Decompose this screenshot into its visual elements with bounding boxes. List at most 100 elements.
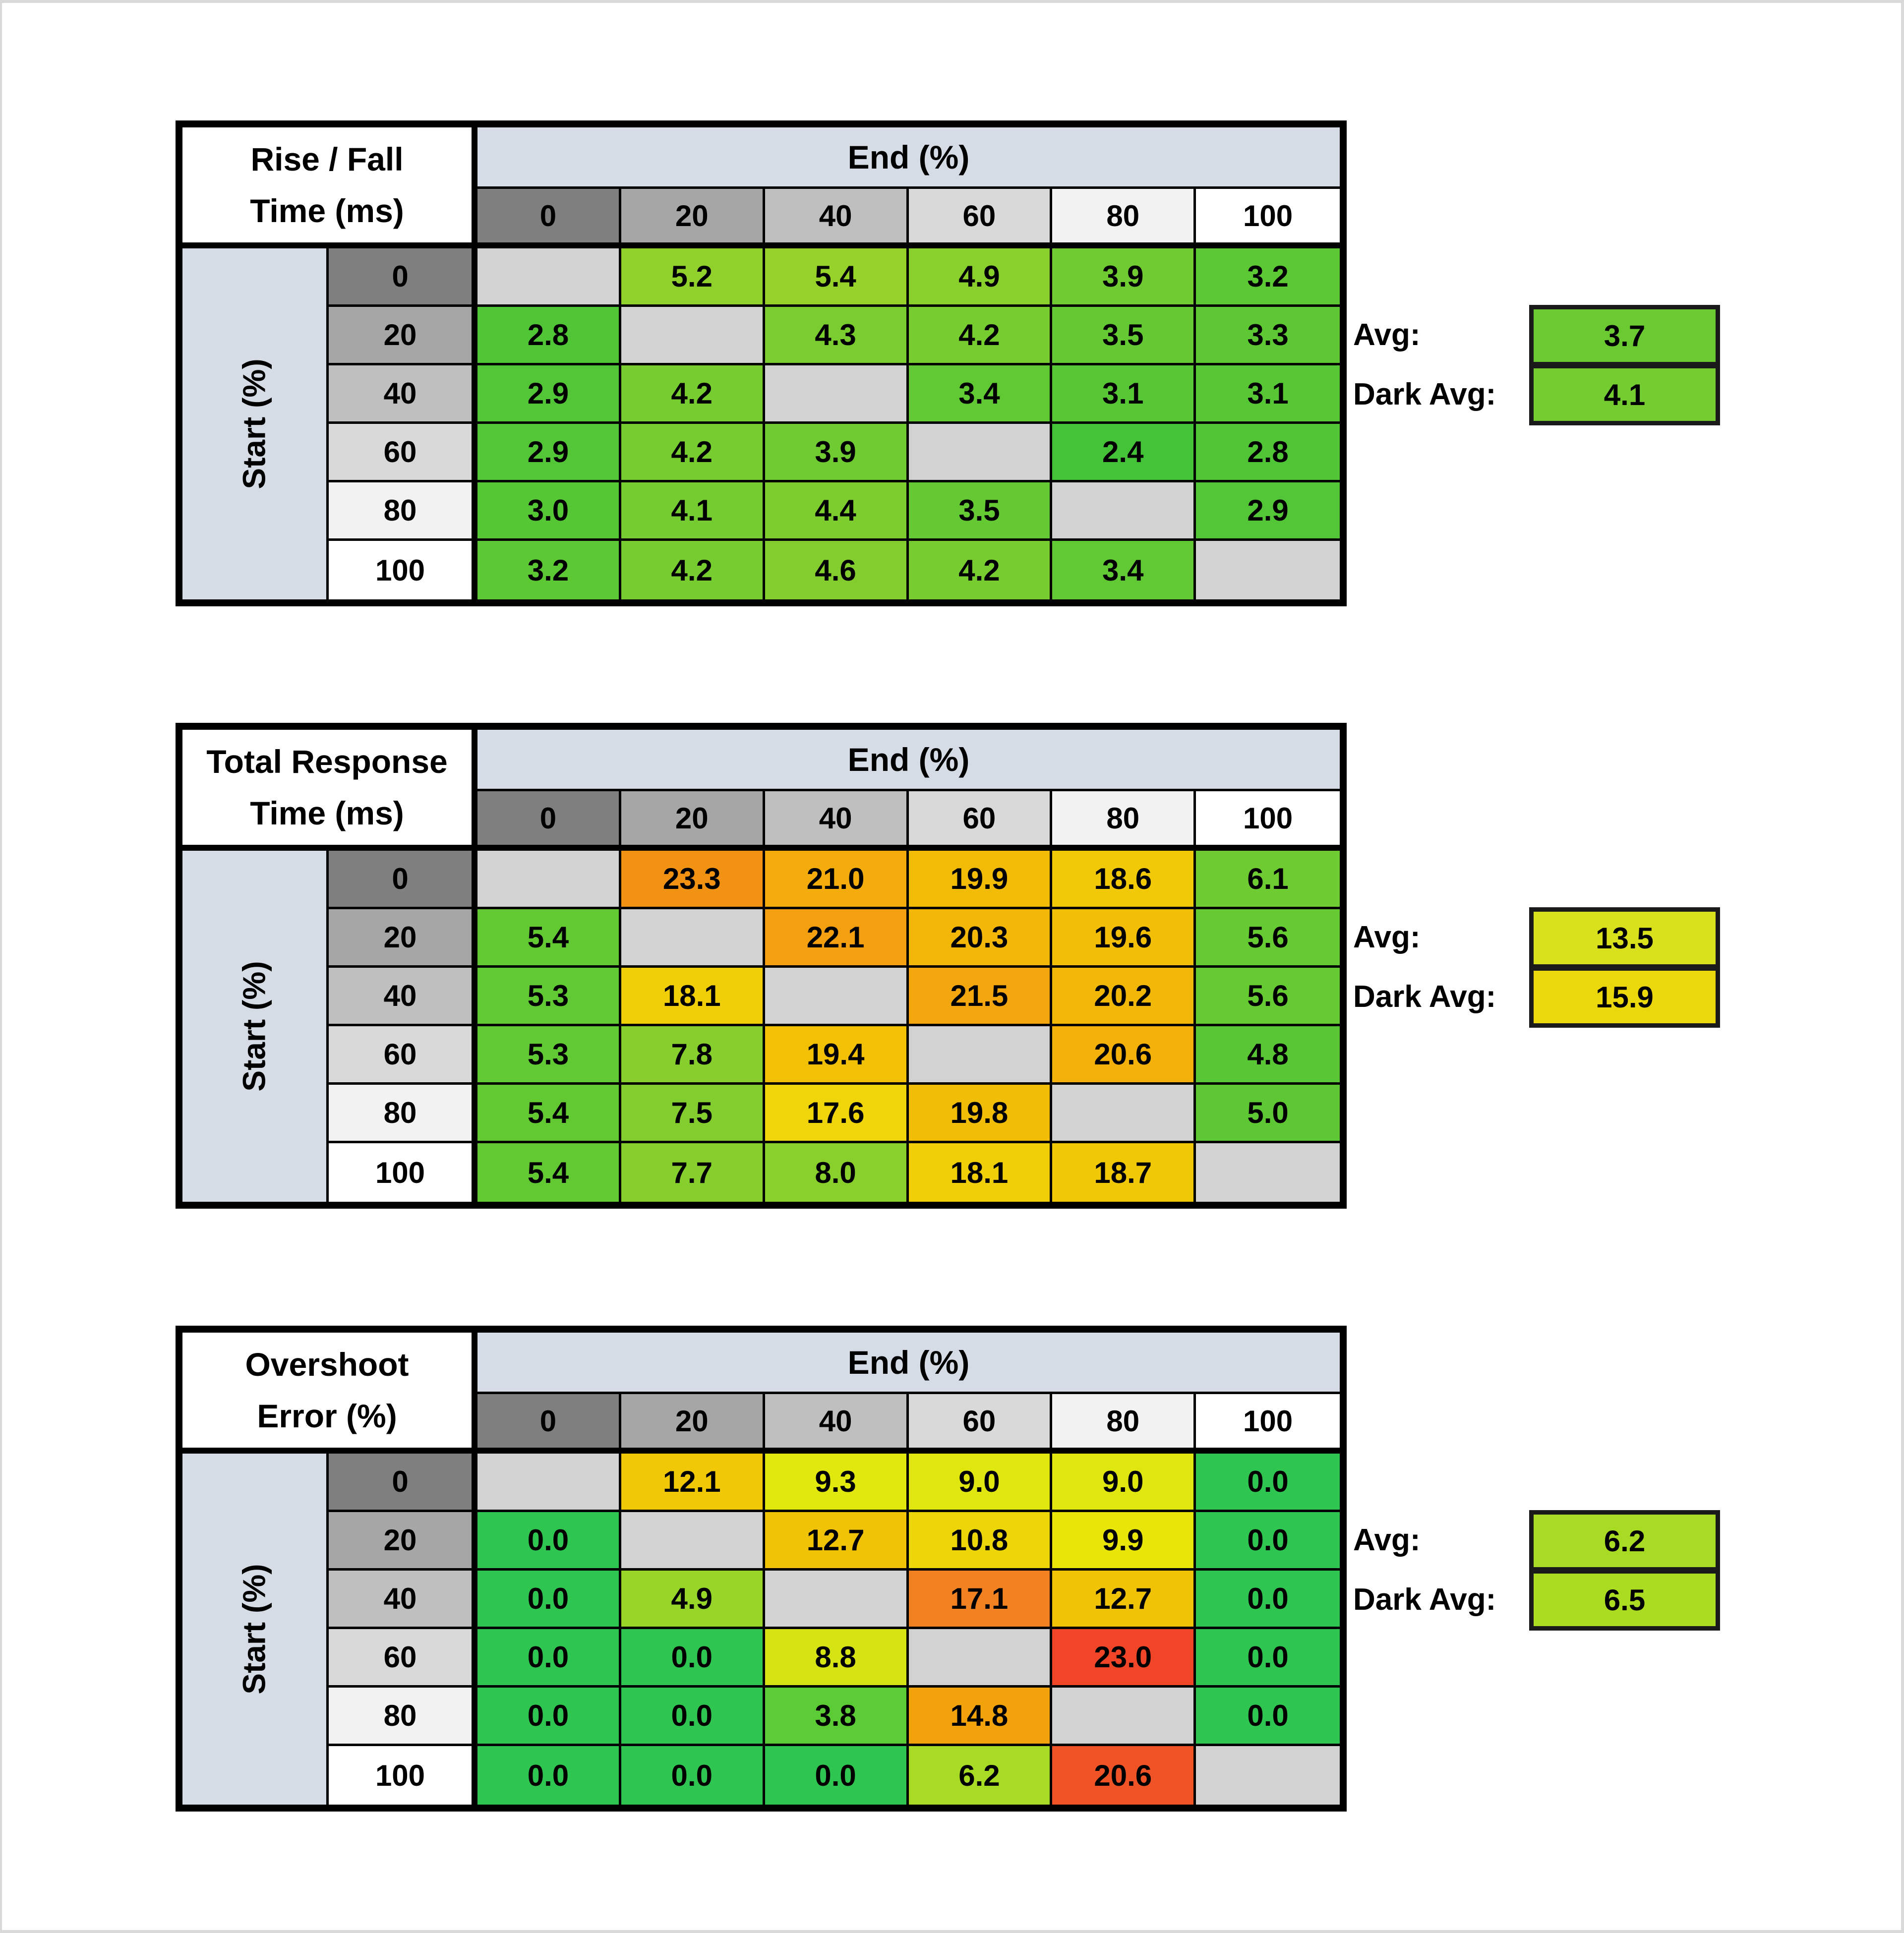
avg-value-box: 13.5 xyxy=(1529,907,1720,969)
value-cell: 0.0 xyxy=(1196,1688,1340,1746)
value-cell: 4.2 xyxy=(621,424,765,482)
value-cell: 4.9 xyxy=(908,248,1053,307)
value-cell: 20.2 xyxy=(1052,968,1196,1026)
end-col-header-0: 0 xyxy=(477,189,621,248)
value-cell: 5.2 xyxy=(621,248,765,307)
value-cell: 9.0 xyxy=(1052,1454,1196,1512)
value-cell: 19.9 xyxy=(908,851,1053,909)
dark-avg-label-text: Dark Avg: xyxy=(1353,979,1496,1014)
value-cell: 0.0 xyxy=(477,1512,621,1571)
dark-avg-value-box: 15.9 xyxy=(1529,966,1720,1028)
rise-fall-table: Rise / Fall Time (ms) End (%) 0 20 40 60 80 1… xyxy=(176,120,1347,606)
value-cell: 2.8 xyxy=(1196,424,1340,482)
diagonal-empty-cell xyxy=(477,1454,621,1512)
end-col-header-80: 80 xyxy=(1052,1394,1196,1454)
value-cell: 18.6 xyxy=(1052,851,1196,909)
value-cell: 20.6 xyxy=(1052,1026,1196,1085)
total-response-title: Total Response Time (ms) xyxy=(182,730,477,851)
value-cell: 12.7 xyxy=(1052,1571,1196,1629)
diagonal-empty-cell xyxy=(1052,482,1196,541)
diagonal-empty-cell xyxy=(765,1571,909,1629)
table-title-line1: Overshoot xyxy=(245,1346,409,1383)
value-cell: 14.8 xyxy=(908,1688,1053,1746)
value-cell: 0.0 xyxy=(1196,1571,1340,1629)
diagonal-empty-cell xyxy=(1052,1085,1196,1143)
start-row-header-20: 20 xyxy=(329,909,477,968)
value-cell: 0.0 xyxy=(477,1688,621,1746)
start-row-header-80: 80 xyxy=(329,1688,477,1746)
value-cell: 3.5 xyxy=(1052,307,1196,365)
diagonal-empty-cell xyxy=(908,424,1053,482)
value-cell: 18.1 xyxy=(908,1143,1053,1202)
value-cell: 9.3 xyxy=(765,1454,909,1512)
diagonal-empty-cell xyxy=(1052,1688,1196,1746)
value-cell: 4.2 xyxy=(908,541,1053,599)
value-cell: 3.5 xyxy=(908,482,1053,541)
diagonal-empty-cell xyxy=(765,365,909,424)
start-row-header-0: 0 xyxy=(329,851,477,909)
value-cell: 4.4 xyxy=(765,482,909,541)
avg-value: 13.5 xyxy=(1596,921,1654,955)
table-title-line1: Total Response xyxy=(206,743,448,780)
dark-avg-value: 15.9 xyxy=(1596,980,1654,1014)
avg-value: 3.7 xyxy=(1604,319,1646,352)
end-col-header-40: 40 xyxy=(765,791,909,851)
value-cell: 18.1 xyxy=(621,968,765,1026)
end-col-header-80: 80 xyxy=(1052,791,1196,851)
value-cell: 2.9 xyxy=(1196,482,1340,541)
value-cell: 19.8 xyxy=(908,1085,1053,1143)
dark-avg-label: Dark Avg: xyxy=(1353,364,1527,424)
dark-avg-label: Dark Avg: xyxy=(1353,967,1527,1026)
value-cell: 22.1 xyxy=(765,909,909,968)
column-headers: 0 20 40 60 80 100 xyxy=(477,1394,1340,1454)
value-cell: 7.7 xyxy=(621,1143,765,1202)
value-cell: 4.8 xyxy=(1196,1026,1340,1085)
value-cell: 18.7 xyxy=(1052,1143,1196,1202)
start-percent-text: Start (%) xyxy=(237,961,272,1092)
value-cell: 2.4 xyxy=(1052,424,1196,482)
value-cell: 5.3 xyxy=(477,968,621,1026)
avg-label: Avg: xyxy=(1353,907,1527,967)
value-cell: 3.3 xyxy=(1196,307,1340,365)
value-cell: 6.2 xyxy=(908,1746,1053,1805)
avg-value: 6.2 xyxy=(1604,1524,1646,1558)
diagonal-empty-cell xyxy=(621,307,765,365)
value-cell: 3.0 xyxy=(477,482,621,541)
value-cell: 21.0 xyxy=(765,851,909,909)
value-cell: 4.3 xyxy=(765,307,909,365)
start-percent-label: Start (%) xyxy=(182,1454,329,1805)
value-cell: 8.8 xyxy=(765,1629,909,1688)
value-cell: 17.6 xyxy=(765,1085,909,1143)
value-cell: 6.1 xyxy=(1196,851,1340,909)
value-cell: 4.2 xyxy=(908,307,1053,365)
end-percent-header: End (%) xyxy=(477,730,1340,791)
value-cell: 0.0 xyxy=(621,1746,765,1805)
column-headers: 0 20 40 60 80 100 xyxy=(477,791,1340,851)
end-col-header-60: 60 xyxy=(908,791,1053,851)
end-col-header-20: 20 xyxy=(621,1394,765,1454)
table-title-line1: Rise / Fall xyxy=(250,141,404,177)
diagonal-empty-cell xyxy=(1196,1143,1340,1202)
value-cell: 4.2 xyxy=(621,541,765,599)
value-cell: 23.3 xyxy=(621,851,765,909)
value-cell: 10.8 xyxy=(908,1512,1053,1571)
start-percent-text: Start (%) xyxy=(237,1564,272,1695)
end-percent-header: End (%) xyxy=(477,127,1340,189)
dark-avg-value: 4.1 xyxy=(1604,378,1646,411)
diagonal-empty-cell xyxy=(621,1512,765,1571)
end-col-header-100: 100 xyxy=(1196,1394,1340,1454)
value-cell: 5.6 xyxy=(1196,968,1340,1026)
start-row-header-100: 100 xyxy=(329,541,477,599)
value-cell: 5.4 xyxy=(477,1143,621,1202)
start-row-header-40: 40 xyxy=(329,968,477,1026)
value-cell: 2.9 xyxy=(477,365,621,424)
end-col-header-100: 100 xyxy=(1196,791,1340,851)
start-percent-label: Start (%) xyxy=(182,851,329,1202)
start-row-header-60: 60 xyxy=(329,1629,477,1688)
value-cell: 12.7 xyxy=(765,1512,909,1571)
value-cell: 4.9 xyxy=(621,1571,765,1629)
value-cell: 20.3 xyxy=(908,909,1053,968)
avg-value-box: 6.2 xyxy=(1529,1510,1720,1572)
value-cell: 0.0 xyxy=(477,1746,621,1805)
row-headers: 0 20 40 60 80 100 xyxy=(329,248,477,599)
